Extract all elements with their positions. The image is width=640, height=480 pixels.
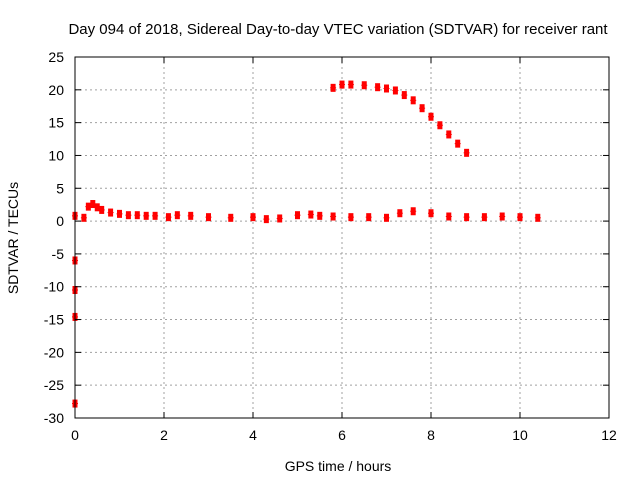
data-point — [347, 80, 354, 89]
data-point — [419, 104, 426, 113]
x-tick-label: 6 — [338, 427, 346, 443]
x-tick-label: 12 — [601, 427, 617, 443]
data-point — [445, 212, 452, 221]
data-point — [116, 209, 123, 218]
data-point — [396, 209, 403, 218]
x-axis-label: GPS time / hours — [285, 458, 392, 474]
y-tick-label: -5 — [52, 246, 65, 262]
data-point — [463, 213, 470, 222]
y-tick-label: -10 — [44, 279, 64, 295]
x-tick-label: 2 — [160, 427, 168, 443]
grid — [75, 57, 609, 418]
data-point — [98, 205, 105, 214]
y-tick-label: -15 — [44, 312, 64, 328]
chart-title: Day 094 of 2018, Sidereal Day-to-day VTE… — [68, 21, 608, 38]
data-point — [383, 84, 390, 93]
data-point — [294, 211, 301, 220]
y-tick-label: -20 — [44, 344, 64, 360]
data-point — [445, 130, 452, 139]
y-tick-label: 20 — [48, 82, 64, 98]
axis-ticks: 0 2 4 6 8 10 12 -30 -25 -20 -15 -10 -5 0 5 10 15 20 25 — [44, 49, 617, 443]
data-point — [227, 213, 234, 222]
data-point — [174, 211, 181, 220]
data-point — [276, 214, 283, 223]
data-point — [499, 212, 506, 221]
data-point — [534, 213, 541, 222]
y-tick-label: 10 — [48, 147, 64, 163]
y-tick-label: -30 — [44, 410, 64, 426]
y-tick-label: 0 — [56, 213, 64, 229]
data-point — [347, 213, 354, 222]
data-point — [165, 213, 172, 222]
x-tick-label: 4 — [249, 427, 257, 443]
data-point — [454, 139, 461, 148]
y-tick-label: -25 — [44, 377, 64, 393]
data-point — [410, 207, 417, 216]
y-tick-label: 5 — [56, 180, 64, 196]
data-point — [125, 211, 132, 220]
x-tick-label: 8 — [427, 427, 435, 443]
data-point — [80, 213, 87, 222]
data-point — [392, 86, 399, 95]
data-point — [250, 213, 256, 222]
data-point — [152, 211, 159, 220]
data-point — [401, 91, 408, 100]
data-point — [428, 209, 434, 218]
data-point — [463, 148, 470, 157]
data-points — [72, 80, 541, 408]
data-point — [436, 121, 443, 130]
data-point — [410, 96, 417, 105]
y-tick-label: 25 — [48, 49, 64, 65]
data-point — [307, 210, 314, 219]
data-point — [481, 213, 488, 222]
data-point — [107, 208, 114, 217]
y-axis-label: SDTVAR / TECUs — [5, 182, 21, 294]
x-tick-label: 0 — [71, 427, 79, 443]
data-point — [383, 213, 390, 222]
data-point — [365, 213, 372, 222]
x-tick-label: 10 — [512, 427, 528, 443]
data-point — [330, 212, 337, 221]
data-point — [330, 83, 337, 92]
data-point — [205, 213, 212, 222]
data-point — [143, 211, 150, 220]
data-point — [134, 211, 141, 220]
data-point — [187, 211, 194, 220]
data-point — [263, 215, 270, 224]
data-point — [361, 81, 368, 90]
y-tick-label: 15 — [48, 115, 64, 131]
data-point — [517, 213, 523, 222]
data-point — [316, 211, 323, 220]
data-point — [428, 112, 434, 121]
data-point — [339, 80, 345, 89]
data-point — [374, 83, 381, 92]
